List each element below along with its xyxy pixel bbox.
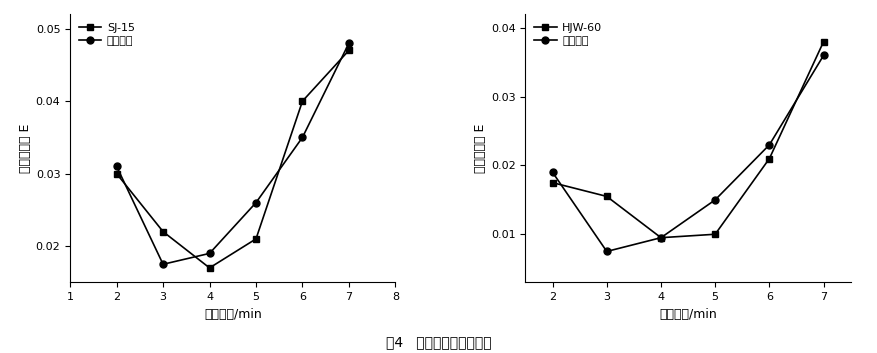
拟合结果	[656, 235, 667, 240]
拟合结果	[111, 164, 122, 168]
HJW-60	[602, 194, 612, 198]
Y-axis label: 均匀度指数 E: 均匀度指数 E	[474, 124, 487, 173]
HJW-60	[547, 180, 558, 185]
Text: 图4   均匀度指数拟合结果: 图4 均匀度指数拟合结果	[386, 335, 491, 349]
X-axis label: 搞拌时间/min: 搞拌时间/min	[660, 308, 717, 321]
拟合结果	[204, 251, 215, 256]
拟合结果	[547, 170, 558, 174]
拟合结果	[297, 135, 308, 139]
拟合结果	[764, 143, 774, 147]
HJW-60	[656, 235, 667, 240]
SJ-15	[158, 229, 168, 234]
Line: 拟合结果: 拟合结果	[113, 40, 353, 268]
拟合结果	[158, 262, 168, 267]
Line: 拟合结果: 拟合结果	[549, 52, 827, 255]
Y-axis label: 均匀度指数 E: 均匀度指数 E	[18, 124, 32, 173]
HJW-60	[709, 232, 720, 237]
SJ-15	[204, 266, 215, 270]
拟合结果	[344, 41, 354, 45]
拟合结果	[602, 249, 612, 253]
X-axis label: 搞拌时间/min: 搞拌时间/min	[203, 308, 261, 321]
Legend: HJW-60, 拟合结果: HJW-60, 拟合结果	[531, 20, 606, 50]
HJW-60	[764, 156, 774, 161]
SJ-15	[297, 99, 308, 103]
SJ-15	[344, 48, 354, 53]
拟合结果	[251, 201, 261, 205]
HJW-60	[818, 40, 829, 44]
拟合结果	[818, 53, 829, 58]
Line: HJW-60: HJW-60	[549, 38, 827, 241]
拟合结果	[709, 198, 720, 202]
SJ-15	[251, 237, 261, 241]
Line: SJ-15: SJ-15	[113, 47, 353, 271]
SJ-15	[111, 172, 122, 176]
Legend: SJ-15, 拟合结果: SJ-15, 拟合结果	[75, 20, 139, 50]
